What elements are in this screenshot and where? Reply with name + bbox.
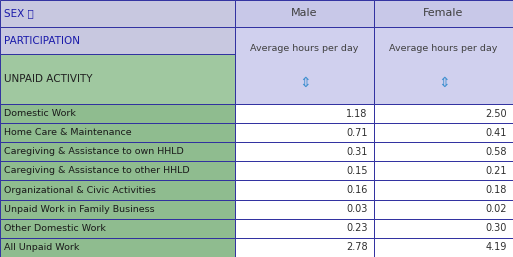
Bar [374, 104, 513, 123]
Text: Other Domestic Work: Other Domestic Work [4, 224, 106, 233]
Bar [0, 142, 235, 161]
Text: 0.30: 0.30 [485, 223, 507, 233]
Text: 2.50: 2.50 [485, 108, 507, 118]
Bar [374, 238, 513, 257]
Text: 1.18: 1.18 [346, 108, 368, 118]
Text: 0.23: 0.23 [346, 223, 368, 233]
Text: Unpaid Work in Family Business: Unpaid Work in Family Business [4, 205, 154, 214]
Bar [374, 180, 513, 200]
Text: Average hours per day: Average hours per day [389, 44, 498, 53]
Text: Home Care & Maintenance: Home Care & Maintenance [4, 128, 131, 137]
Bar [374, 161, 513, 180]
Text: 0.71: 0.71 [346, 128, 368, 138]
Bar [0, 219, 235, 238]
Bar [374, 142, 513, 161]
Bar [0, 238, 235, 257]
Text: 0.41: 0.41 [485, 128, 507, 138]
Bar [0, 0, 235, 27]
Text: ⇕: ⇕ [438, 76, 449, 89]
Bar [0, 54, 235, 104]
Text: Caregiving & Assistance to other HHLD: Caregiving & Assistance to other HHLD [4, 167, 189, 176]
Text: Caregiving & Assistance to own HHLD: Caregiving & Assistance to own HHLD [4, 147, 183, 156]
Bar [374, 200, 513, 219]
Text: 0.15: 0.15 [346, 166, 368, 176]
Text: All Unpaid Work: All Unpaid Work [4, 243, 79, 252]
Bar [235, 238, 374, 257]
Bar [374, 123, 513, 142]
Bar [0, 54, 235, 104]
Text: 0.21: 0.21 [485, 166, 507, 176]
Bar [235, 123, 374, 142]
Text: 4.19: 4.19 [485, 242, 507, 252]
Text: Organizational & Civic Activities: Organizational & Civic Activities [4, 186, 155, 195]
Bar [0, 27, 235, 54]
Text: ⇕: ⇕ [299, 76, 310, 89]
Bar [0, 200, 235, 219]
Bar [235, 161, 374, 180]
Text: Male: Male [291, 8, 318, 19]
Text: SEX ⓘ: SEX ⓘ [4, 8, 34, 19]
Bar [235, 104, 374, 123]
Text: 0.18: 0.18 [485, 185, 507, 195]
Bar [374, 0, 513, 27]
Text: Female: Female [423, 8, 464, 19]
Bar [0, 104, 235, 123]
Bar [235, 0, 374, 27]
Bar [235, 180, 374, 200]
Bar [235, 219, 374, 238]
Text: 0.58: 0.58 [485, 147, 507, 157]
Text: UNPAID ACTIVITY: UNPAID ACTIVITY [4, 74, 93, 84]
Text: 0.02: 0.02 [485, 204, 507, 214]
Text: 0.31: 0.31 [346, 147, 368, 157]
Bar [0, 123, 235, 142]
Text: 2.78: 2.78 [346, 242, 368, 252]
Bar [374, 27, 513, 104]
Bar [0, 180, 235, 200]
Bar [0, 27, 235, 54]
Bar [0, 161, 235, 180]
Text: 0.16: 0.16 [346, 185, 368, 195]
Bar [0, 0, 235, 27]
Text: 0.03: 0.03 [346, 204, 368, 214]
Bar [235, 200, 374, 219]
Bar [235, 142, 374, 161]
Bar [235, 27, 374, 104]
Bar [374, 219, 513, 238]
Text: Domestic Work: Domestic Work [4, 109, 75, 118]
Text: PARTICIPATION: PARTICIPATION [4, 35, 80, 45]
Text: Average hours per day: Average hours per day [250, 44, 359, 53]
